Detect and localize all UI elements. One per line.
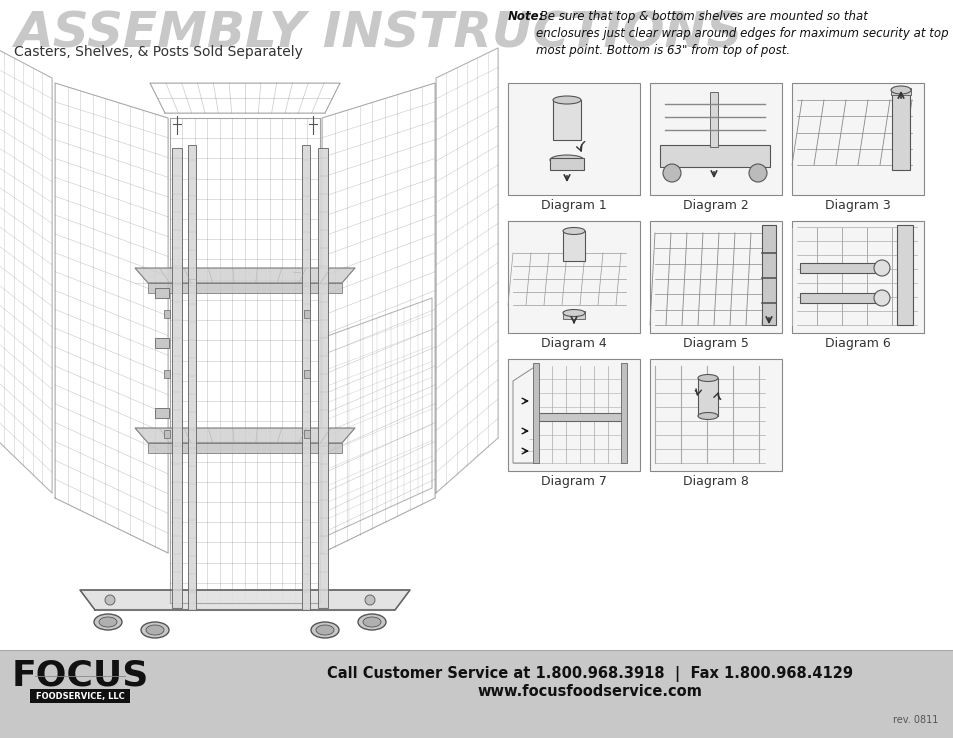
- Bar: [304, 430, 310, 438]
- Text: Diagram 2: Diagram 2: [682, 199, 748, 212]
- Text: Be sure that top & bottom shelves are mounted so that
enclosures just clear wrap: Be sure that top & bottom shelves are mo…: [536, 10, 947, 57]
- Polygon shape: [135, 268, 355, 283]
- Bar: [659, 145, 769, 167]
- Ellipse shape: [99, 617, 117, 627]
- Ellipse shape: [550, 155, 583, 165]
- Bar: [164, 430, 170, 438]
- Circle shape: [873, 290, 889, 306]
- Circle shape: [365, 595, 375, 605]
- Bar: [172, 148, 182, 608]
- Text: FOODSERVICE, LLC: FOODSERVICE, LLC: [35, 692, 124, 700]
- Bar: [890, 88, 910, 95]
- Bar: [164, 310, 170, 318]
- Bar: [562, 311, 584, 319]
- Ellipse shape: [311, 622, 338, 638]
- Bar: [800, 263, 879, 273]
- Ellipse shape: [94, 614, 122, 630]
- Bar: [800, 293, 879, 303]
- Bar: [164, 370, 170, 378]
- Text: Diagram 1: Diagram 1: [540, 199, 606, 212]
- Bar: [302, 145, 310, 610]
- Ellipse shape: [562, 309, 584, 317]
- Bar: [507, 221, 639, 333]
- Bar: [649, 83, 781, 195]
- Bar: [562, 231, 584, 261]
- Text: Diagram 5: Diagram 5: [682, 337, 748, 350]
- Bar: [507, 359, 639, 471]
- Ellipse shape: [890, 86, 910, 94]
- Bar: [30, 689, 130, 703]
- Bar: [154, 338, 169, 348]
- Bar: [791, 221, 923, 333]
- Text: Diagram 3: Diagram 3: [824, 199, 890, 212]
- Polygon shape: [148, 283, 341, 293]
- Bar: [709, 92, 718, 147]
- Text: www.focusfoodservice.com: www.focusfoodservice.com: [477, 685, 701, 700]
- Circle shape: [662, 164, 680, 182]
- Circle shape: [105, 595, 115, 605]
- Ellipse shape: [146, 625, 164, 635]
- Text: Diagram 6: Diagram 6: [824, 337, 890, 350]
- Bar: [536, 413, 623, 421]
- Bar: [698, 378, 718, 416]
- Bar: [154, 288, 169, 298]
- Bar: [649, 359, 781, 471]
- Text: Note:: Note:: [507, 10, 544, 23]
- Ellipse shape: [698, 413, 718, 419]
- Bar: [304, 310, 310, 318]
- Bar: [0, 650, 953, 738]
- Bar: [304, 370, 310, 378]
- Ellipse shape: [363, 617, 380, 627]
- Ellipse shape: [315, 625, 334, 635]
- Ellipse shape: [357, 614, 386, 630]
- Circle shape: [873, 260, 889, 276]
- Bar: [761, 225, 775, 325]
- Bar: [317, 148, 328, 608]
- Text: Casters, Shelves, & Posts Sold Separately: Casters, Shelves, & Posts Sold Separatel…: [14, 45, 302, 59]
- Text: Call Customer Service at 1.800.968.3918  |  Fax 1.800.968.4129: Call Customer Service at 1.800.968.3918 …: [327, 666, 852, 682]
- Polygon shape: [148, 443, 341, 453]
- Ellipse shape: [698, 374, 718, 382]
- Bar: [649, 221, 781, 333]
- Bar: [154, 408, 169, 418]
- Ellipse shape: [562, 227, 584, 235]
- Bar: [553, 100, 580, 140]
- Polygon shape: [80, 590, 410, 610]
- Bar: [620, 363, 626, 463]
- Polygon shape: [135, 428, 355, 443]
- Circle shape: [748, 164, 766, 182]
- Bar: [550, 158, 583, 170]
- Text: rev. 0811: rev. 0811: [892, 715, 937, 725]
- Bar: [533, 363, 538, 463]
- Text: ASSEMBLY INSTRUCTIONS: ASSEMBLY INSTRUCTIONS: [14, 10, 741, 58]
- Bar: [891, 90, 909, 170]
- Text: FOCUS: FOCUS: [11, 659, 149, 693]
- Bar: [188, 145, 195, 610]
- Text: Diagram 7: Diagram 7: [540, 475, 606, 488]
- Text: Diagram 8: Diagram 8: [682, 475, 748, 488]
- Bar: [896, 225, 912, 325]
- Ellipse shape: [553, 96, 580, 104]
- Bar: [507, 83, 639, 195]
- Text: Diagram 4: Diagram 4: [540, 337, 606, 350]
- Ellipse shape: [141, 622, 169, 638]
- Bar: [791, 83, 923, 195]
